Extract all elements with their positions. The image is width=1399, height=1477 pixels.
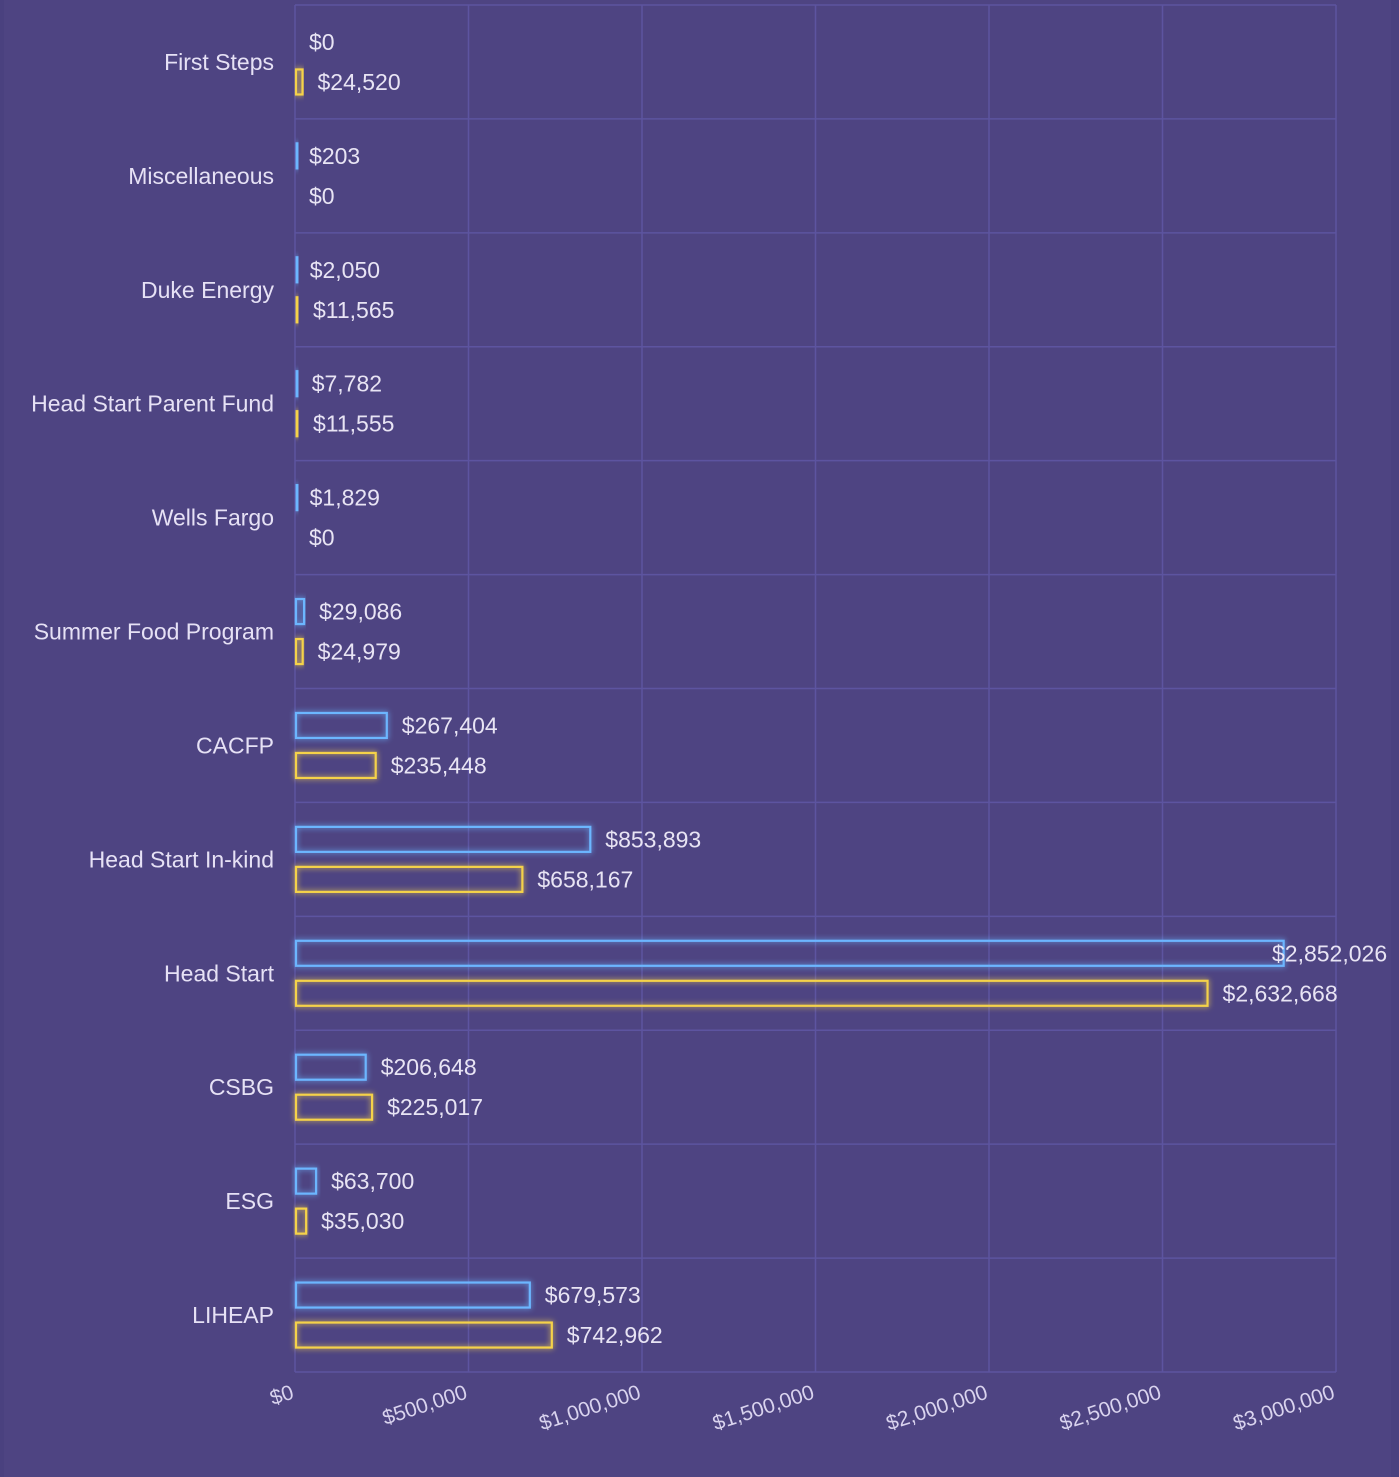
data-label: $0 xyxy=(309,29,335,55)
category-label: Wells Fargo xyxy=(152,505,274,531)
bar xyxy=(294,1207,308,1235)
x-tick-label: $2,000,000 xyxy=(883,1381,990,1435)
data-label: $853,893 xyxy=(605,826,701,852)
category-label: ESG xyxy=(225,1188,274,1214)
bar xyxy=(294,410,300,438)
bar xyxy=(294,1281,531,1309)
bar-chart: First Steps $0 $24,520 Miscellaneous $203 $0 D… xyxy=(31,4,1387,1435)
bar xyxy=(294,637,304,666)
data-label: $225,017 xyxy=(387,1094,483,1120)
bar xyxy=(294,1321,553,1349)
chart-container: First Steps $0 $24,520 Miscellaneous $203 $0 D… xyxy=(4,0,1391,1477)
category-label: Head Start xyxy=(164,960,275,986)
category-label: CSBG xyxy=(209,1074,274,1100)
data-label: $658,167 xyxy=(537,866,633,892)
bar xyxy=(294,751,377,780)
data-label: $11,565 xyxy=(313,297,394,323)
bar xyxy=(294,979,1209,1007)
bar xyxy=(294,1093,374,1121)
bar xyxy=(294,865,524,893)
x-tick-label: $0 xyxy=(267,1381,296,1410)
category-label: Summer Food Program xyxy=(34,619,274,645)
bar xyxy=(294,370,300,398)
data-label: $742,962 xyxy=(567,1322,663,1348)
x-tick-label: $3,000,000 xyxy=(1230,1381,1337,1435)
bar xyxy=(294,1167,318,1195)
bar xyxy=(294,711,388,740)
data-label: $0 xyxy=(309,525,335,551)
data-label: $7,782 xyxy=(312,371,382,397)
data-label: $35,030 xyxy=(321,1208,404,1234)
bar xyxy=(294,939,1285,967)
data-label: $11,555 xyxy=(313,411,394,437)
data-label: $2,852,026 xyxy=(1272,940,1387,966)
bar xyxy=(294,1053,367,1081)
category-label: Head Start Parent Fund xyxy=(31,391,274,417)
data-label: $2,632,668 xyxy=(1223,980,1338,1006)
x-tick-label: $2,500,000 xyxy=(1057,1381,1164,1435)
category-label: Miscellaneous xyxy=(128,163,274,189)
data-label: $63,700 xyxy=(331,1168,414,1194)
x-tick-label: $500,000 xyxy=(380,1381,470,1430)
category-label: Head Start In-kind xyxy=(89,846,274,872)
category-label: LIHEAP xyxy=(192,1302,274,1328)
data-label: $29,086 xyxy=(319,599,402,625)
data-label: $2,050 xyxy=(310,257,380,283)
data-label: $235,448 xyxy=(391,752,487,778)
bar xyxy=(294,142,300,170)
data-label: $203 xyxy=(309,143,360,169)
data-label: $679,573 xyxy=(545,1282,641,1308)
data-label: $0 xyxy=(309,183,335,209)
bar xyxy=(294,597,306,626)
bar xyxy=(294,68,304,96)
x-tick-label: $1,000,000 xyxy=(536,1381,643,1435)
data-label: $267,404 xyxy=(402,712,498,738)
category-label: First Steps xyxy=(164,49,274,75)
bar xyxy=(294,484,300,512)
category-label: CACFP xyxy=(196,732,274,758)
bar xyxy=(294,256,300,284)
bar xyxy=(294,825,592,853)
x-tick-label: $1,500,000 xyxy=(710,1381,817,1435)
bar xyxy=(294,296,300,324)
data-label: $206,648 xyxy=(381,1054,477,1080)
data-label: $24,520 xyxy=(318,69,401,95)
data-label: $1,829 xyxy=(310,485,380,511)
data-label: $24,979 xyxy=(318,639,401,665)
category-label: Duke Energy xyxy=(141,277,274,303)
